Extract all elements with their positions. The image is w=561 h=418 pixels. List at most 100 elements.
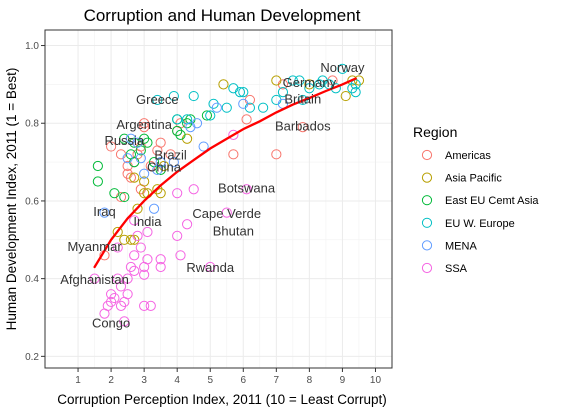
x-tick-label: 9: [340, 375, 346, 386]
y-tick-label: 0.2: [25, 352, 39, 363]
country-label: Russia: [104, 133, 145, 148]
data-point: [139, 122, 150, 133]
country-label: Afghanistan: [60, 272, 129, 287]
y-tick-label: 0.8: [25, 119, 39, 130]
country-label: Cape Verde: [192, 206, 261, 221]
legend-key: [421, 217, 433, 228]
data-point: [155, 164, 166, 175]
data-point: [92, 160, 103, 172]
data-point: [353, 75, 365, 86]
data-point: [191, 118, 203, 129]
data-point: [119, 191, 130, 203]
data-point: [347, 83, 358, 94]
legend-key: [421, 149, 433, 161]
data-point: [221, 102, 232, 113]
data-point: [155, 261, 166, 273]
data-point: [155, 137, 166, 148]
data-point: [182, 118, 193, 129]
data-point: [277, 87, 289, 98]
chart-title: Corruption and Human Development: [84, 6, 361, 25]
panel-border: [44, 29, 393, 369]
country-label: Myanmar: [67, 239, 122, 254]
data-point: [314, 79, 325, 90]
x-tick-label: 1: [75, 375, 81, 386]
data-point: [142, 137, 153, 148]
data-point: [125, 172, 137, 183]
data-point: [271, 149, 282, 160]
x-tick-label: 10: [370, 375, 382, 386]
data-point: [139, 300, 150, 311]
data-point: [119, 316, 130, 327]
data-point: [297, 122, 308, 133]
grid-layer: [45, 30, 392, 368]
data-point: [304, 83, 315, 94]
data-point: [152, 184, 163, 195]
data-point: [258, 102, 269, 113]
country-label: Rwanda: [186, 260, 234, 275]
data-point: [155, 254, 166, 265]
legend-key: [421, 172, 433, 183]
data-point: [148, 203, 160, 214]
data-point: [129, 250, 140, 261]
data-point: [109, 188, 120, 199]
legend-entry-label: Asia Pacific: [445, 173, 502, 185]
data-point: [112, 226, 123, 238]
data-point: [205, 261, 216, 273]
data-point: [119, 133, 130, 144]
legend-entry-label: Americas: [445, 150, 491, 162]
data-point: [238, 87, 249, 98]
data-point: [139, 168, 150, 179]
country-label: Argentina: [116, 117, 172, 132]
data-point: [152, 94, 163, 106]
data-point: [129, 234, 140, 245]
data-point: [112, 242, 123, 253]
data-point: [139, 188, 150, 199]
country-label: Britain: [284, 91, 321, 106]
axes-layer: 1 2 3 4 5 6 7 8 9 10 0.2 0.4 0.6 0.8 1.0: [25, 41, 381, 386]
country-label: Greece: [136, 92, 179, 107]
country-label: Barbados: [275, 118, 331, 133]
x-tick-label: 2: [108, 375, 114, 386]
data-point: [105, 141, 117, 152]
data-point: [182, 219, 193, 230]
legend-key: [421, 262, 433, 274]
data-point: [109, 292, 120, 304]
data-point: [201, 110, 213, 121]
data-point: [155, 156, 166, 168]
x-tick-label: 5: [207, 375, 213, 386]
legend-entry-label: EU W. Europe: [445, 218, 515, 230]
data-point: [142, 226, 153, 238]
data-point: [129, 215, 140, 226]
country-label: Brazil: [154, 148, 187, 163]
data-point: [129, 172, 140, 183]
country-label: Congo: [92, 315, 130, 330]
data-point: [119, 234, 130, 245]
legend: Region Americas Asia Pacific East EU Cemt …: [413, 124, 539, 275]
data-point: [175, 129, 186, 140]
data-point: [211, 102, 222, 113]
data-point: [115, 281, 127, 292]
y-tick-label: 0.4: [25, 274, 39, 285]
legend-entry-label: MENA: [445, 240, 477, 252]
x-tick-label: 7: [274, 375, 280, 386]
country-label: Norway: [320, 60, 365, 75]
legend-key: [421, 240, 433, 251]
legend-entry-label: SSA: [445, 263, 468, 275]
x-tick-label: 6: [241, 375, 247, 386]
x-tick-label: 8: [307, 375, 313, 386]
y-tick-label: 0.6: [25, 196, 39, 207]
points-layer: [89, 63, 365, 327]
data-point: [122, 273, 133, 284]
data-point: [139, 118, 150, 129]
country-label: Germany: [283, 75, 337, 90]
data-point: [122, 153, 133, 164]
data-point: [287, 75, 298, 86]
data-point: [105, 296, 117, 308]
legend-title: Region: [413, 124, 457, 140]
data-point: [139, 269, 150, 280]
trend-layer: [93, 77, 357, 269]
data-point: [155, 188, 166, 199]
data-point: [145, 300, 156, 311]
